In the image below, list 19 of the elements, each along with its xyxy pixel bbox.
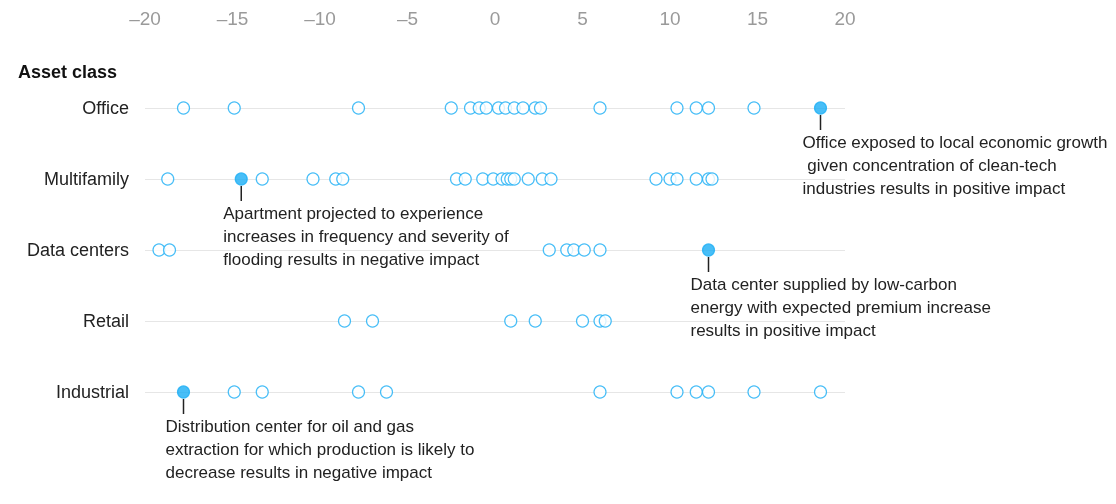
y-tick-label: Data centers [26,240,129,260]
x-tick-label: 15 [746,8,769,29]
x-tick-label: –15 [216,8,249,29]
y-tick-label: Industrial [55,382,129,402]
x-tick-label: –5 [396,8,419,29]
x-tick-label: –10 [304,8,336,29]
y-axis-title: Asset class [18,62,118,82]
annotation: Data center supplied by low-carbon energy with expected premium increase results in positive impact [690,275,996,340]
y-tick-label: Retail [82,311,129,331]
annotation: Apartment projected to experience increases in frequency and severity of flooding results in negative impact [223,204,514,269]
x-tick-label: 20 [834,8,856,29]
x-tick-label: 5 [577,8,588,29]
y-tick-label: Multifamily [43,169,129,189]
x-tick-label: 10 [659,8,681,29]
annotation: Distribution center for oil and gas extraction for which production is likely to decrease results in negative impact [165,417,480,482]
x-tick-label: 0 [489,8,501,29]
x-tick-label: –20 [129,8,161,29]
annotation: Office exposed to local economic growth given concentration of clean-tech industries results in positive impact [802,133,1108,198]
y-tick-label: Office [82,98,129,118]
